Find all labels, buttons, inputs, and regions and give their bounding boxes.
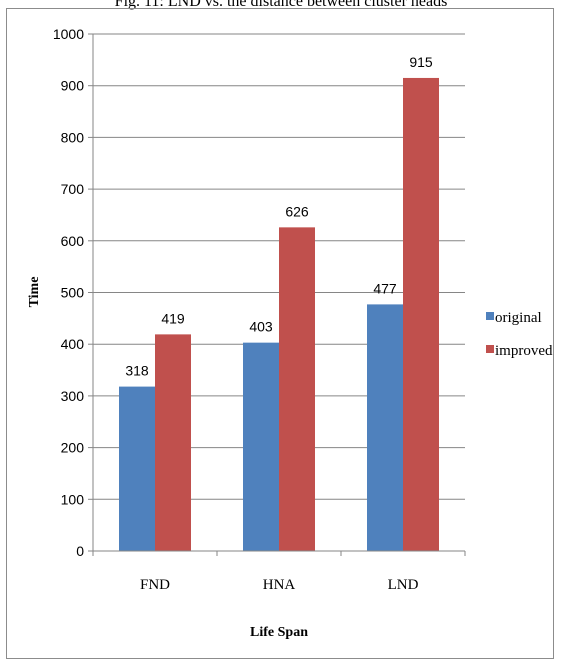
y-tick-label: 500 — [61, 285, 85, 301]
chart-frame — [6, 8, 554, 659]
x-axis-title: Life Span — [250, 625, 308, 640]
bar-original-HNA — [243, 342, 279, 551]
bar-original-LND — [367, 304, 403, 551]
legend: original improved — [486, 310, 553, 359]
legend-label-original: original — [495, 310, 542, 326]
x-tick-label: LND — [388, 577, 419, 593]
y-tick-label: 200 — [61, 440, 85, 456]
bar-improved-FND — [155, 334, 191, 551]
y-tick-label: 400 — [61, 336, 85, 352]
x-tick-label: FND — [140, 577, 170, 593]
y-axis-ticks: 0 100 200 300 400 500 600 700 800 900 1000 — [53, 26, 93, 559]
y-tick-label: 1000 — [53, 26, 84, 42]
data-label: 403 — [249, 319, 273, 335]
data-label: 477 — [373, 280, 397, 296]
data-label: 915 — [409, 54, 433, 70]
y-tick-label: 600 — [61, 233, 85, 249]
data-label: 419 — [161, 310, 185, 326]
y-tick-label: 100 — [61, 491, 85, 507]
legend-swatch-original — [486, 312, 494, 320]
y-tick-label: 700 — [61, 181, 85, 197]
bar-original-FND — [119, 386, 155, 551]
bars — [119, 77, 439, 551]
data-label: 626 — [285, 203, 309, 219]
legend-swatch-improved — [486, 345, 494, 353]
y-tick-label: 0 — [76, 543, 84, 559]
bar-improved-HNA — [279, 227, 315, 551]
figure-caption: Fig. 11: LND vs. the distance between cl… — [114, 0, 448, 10]
x-tick-label: HNA — [263, 577, 296, 593]
y-axis-title: Time — [27, 277, 42, 308]
legend-label-improved: improved — [495, 343, 553, 359]
x-axis-ticks: FND HNA LND — [92, 551, 466, 593]
y-tick-label: 800 — [61, 129, 85, 145]
y-tick-label: 900 — [61, 78, 85, 94]
data-label: 318 — [125, 363, 149, 379]
y-tick-label: 300 — [61, 388, 85, 404]
bar-improved-LND — [403, 77, 439, 551]
data-labels: 318 419 403 626 477 915 — [125, 54, 433, 379]
